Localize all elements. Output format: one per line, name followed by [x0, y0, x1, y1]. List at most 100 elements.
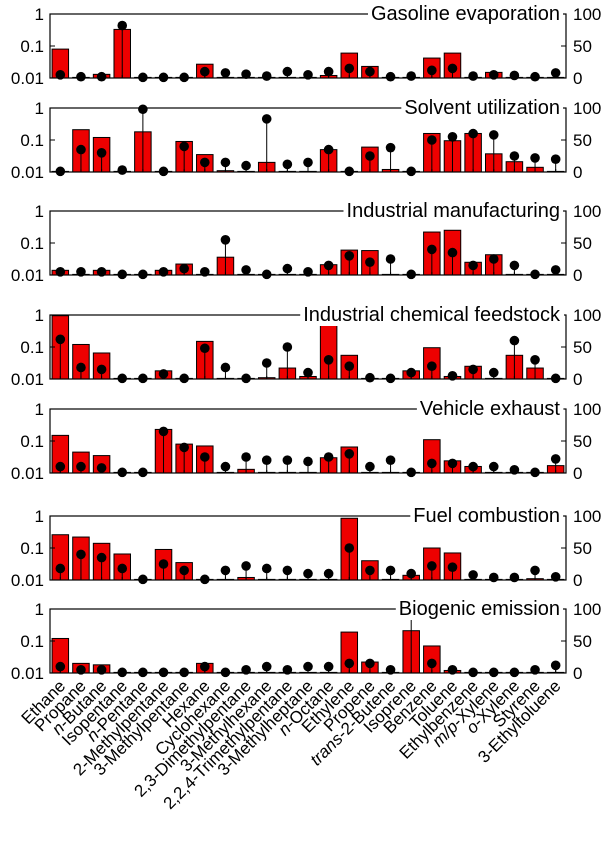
marker-point: [427, 458, 437, 469]
marker-point: [303, 456, 313, 467]
marker-point: [427, 244, 437, 255]
panel-title-background: [410, 505, 564, 527]
panel-4: 1 0.1 0.01 100 50 0 Industrial chemical feedst…: [11, 304, 601, 389]
marker-point: [447, 247, 458, 258]
marker-point: [365, 461, 375, 472]
left-tick-label: 0.1: [20, 338, 44, 357]
marker-point: [488, 461, 499, 472]
marker-point: [96, 552, 107, 563]
left-tick-label: 0.01: [11, 163, 44, 182]
marker-point: [241, 665, 251, 675]
panel-title-background: [395, 598, 563, 620]
marker-point: [550, 68, 561, 78]
right-tick-label: 100: [573, 507, 601, 526]
marker-point: [76, 267, 86, 277]
marker-point: [220, 461, 231, 472]
marker-point: [261, 661, 272, 672]
marker-point: [96, 364, 107, 375]
marker-point: [323, 452, 334, 462]
marker-point: [200, 343, 210, 354]
panel-title-background: [368, 3, 563, 25]
marker-point: [200, 452, 210, 462]
left-tick-label: 0.01: [11, 571, 44, 590]
right-tick-label: 0: [573, 163, 582, 182]
right-tick-label: 100: [573, 306, 601, 325]
left-tick-label: 1: [35, 507, 44, 526]
marker-point: [488, 70, 499, 80]
panel-title: Vehicle exhaust: [420, 398, 561, 420]
panel-title: Fuel combustion: [413, 505, 560, 527]
marker-point: [220, 565, 231, 576]
marker-point: [427, 135, 437, 145]
marker-point: [241, 160, 251, 171]
marker-point: [282, 342, 293, 352]
marker-point: [179, 141, 189, 152]
marker-point: [468, 461, 478, 472]
right-tick-label: 0: [573, 571, 582, 590]
marker-point: [282, 455, 293, 466]
right-tick-label: 50: [573, 632, 592, 651]
marker-point: [303, 157, 313, 168]
right-tick-label: 100: [573, 202, 601, 221]
marker-point: [509, 151, 520, 161]
marker-point: [323, 66, 334, 77]
left-tick-label: 0.01: [11, 464, 44, 483]
marker-point: [220, 157, 231, 168]
marker-point: [158, 267, 169, 277]
marker-point: [427, 658, 437, 669]
marker-point: [530, 153, 540, 163]
marker-point: [365, 66, 375, 77]
marker-point: [427, 65, 437, 76]
marker-point: [468, 128, 478, 139]
right-tick-label: 0: [573, 370, 582, 389]
marker-point: [427, 561, 437, 571]
panel-title: Industrial chemical feedstock: [303, 304, 561, 326]
left-tick-label: 0.01: [11, 664, 44, 683]
marker-point: [323, 661, 334, 672]
marker-point: [509, 260, 520, 271]
marker-point: [220, 68, 231, 78]
marker-point: [344, 449, 355, 459]
left-tick-label: 0.1: [20, 37, 44, 56]
right-tick-label: 100: [573, 600, 601, 619]
marker-point: [303, 367, 313, 378]
marker-point: [282, 159, 293, 170]
left-tick-label: 1: [35, 202, 44, 221]
marker-point: [344, 251, 355, 261]
marker-point: [282, 565, 293, 576]
left-tick-label: 1: [35, 306, 44, 325]
marker-point: [158, 426, 169, 437]
left-tick-label: 1: [35, 400, 44, 419]
marker-point: [261, 114, 272, 124]
marker-point: [241, 452, 251, 462]
panel-2: 1 0.1 0.01 100 50 0 Solvent utilization: [11, 97, 601, 182]
marker-point: [220, 362, 231, 373]
right-tick-label: 50: [573, 432, 592, 451]
right-tick-label: 100: [573, 5, 601, 24]
panel-title: Industrial manufacturing: [347, 200, 560, 222]
marker-point: [406, 568, 417, 579]
marker-point: [344, 543, 355, 553]
marker-point: [282, 665, 293, 675]
left-tick-label: 1: [35, 600, 44, 619]
marker-point: [530, 355, 540, 365]
panel-title-background: [401, 97, 563, 119]
marker-point: [76, 362, 86, 373]
marker-point: [509, 335, 520, 346]
left-tick-label: 0.01: [11, 266, 44, 285]
marker-point: [447, 371, 458, 381]
marker-point: [76, 461, 86, 472]
marker-point: [550, 154, 561, 164]
left-tick-label: 0.01: [11, 370, 44, 389]
panel-5: 1 0.1 0.01 100 50 0 Vehicle exhaust: [11, 398, 601, 483]
left-tick-label: 0.1: [20, 432, 44, 451]
marker-point: [385, 665, 396, 675]
marker-point: [323, 260, 334, 271]
marker-point: [96, 463, 107, 473]
marker-point: [550, 454, 561, 464]
left-tick-label: 0.1: [20, 234, 44, 253]
marker-point: [427, 361, 437, 372]
right-tick-label: 50: [573, 131, 592, 150]
marker-point: [447, 132, 458, 142]
marker-point: [344, 63, 355, 74]
